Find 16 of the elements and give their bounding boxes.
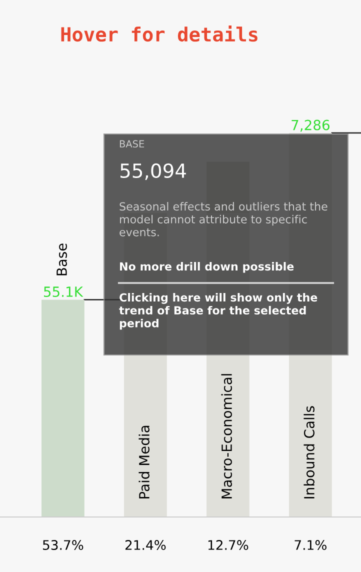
- text: 53.7%: [43, 540, 84, 550]
- annotation: BASE: [120, 140, 144, 148]
- annotation: No more drill down possible: [120, 262, 294, 273]
- text: 21.4%: [125, 540, 166, 550]
- x-tick-label: Macro-Economical: [221, 374, 232, 498]
- text: 7.1%: [294, 540, 326, 550]
- chart-title: Hover for details: [61, 26, 258, 42]
- annotation: Seasonal effects and outliers that the model cannot attribute to specific events.: [120, 202, 328, 236]
- annotation: Clicking here will show only the trend of Base for the selected period: [119, 293, 318, 330]
- x-tick-label: Inbound Calls: [304, 406, 314, 498]
- annotation: 55,094: [120, 163, 186, 180]
- text: 12.7%: [208, 540, 248, 550]
- x-tick-label: Paid Media: [138, 426, 150, 498]
- data-label: 7,286: [292, 120, 330, 132]
- data-label: 55.1K: [44, 286, 84, 298]
- x-tick-label: Base: [56, 244, 67, 276]
